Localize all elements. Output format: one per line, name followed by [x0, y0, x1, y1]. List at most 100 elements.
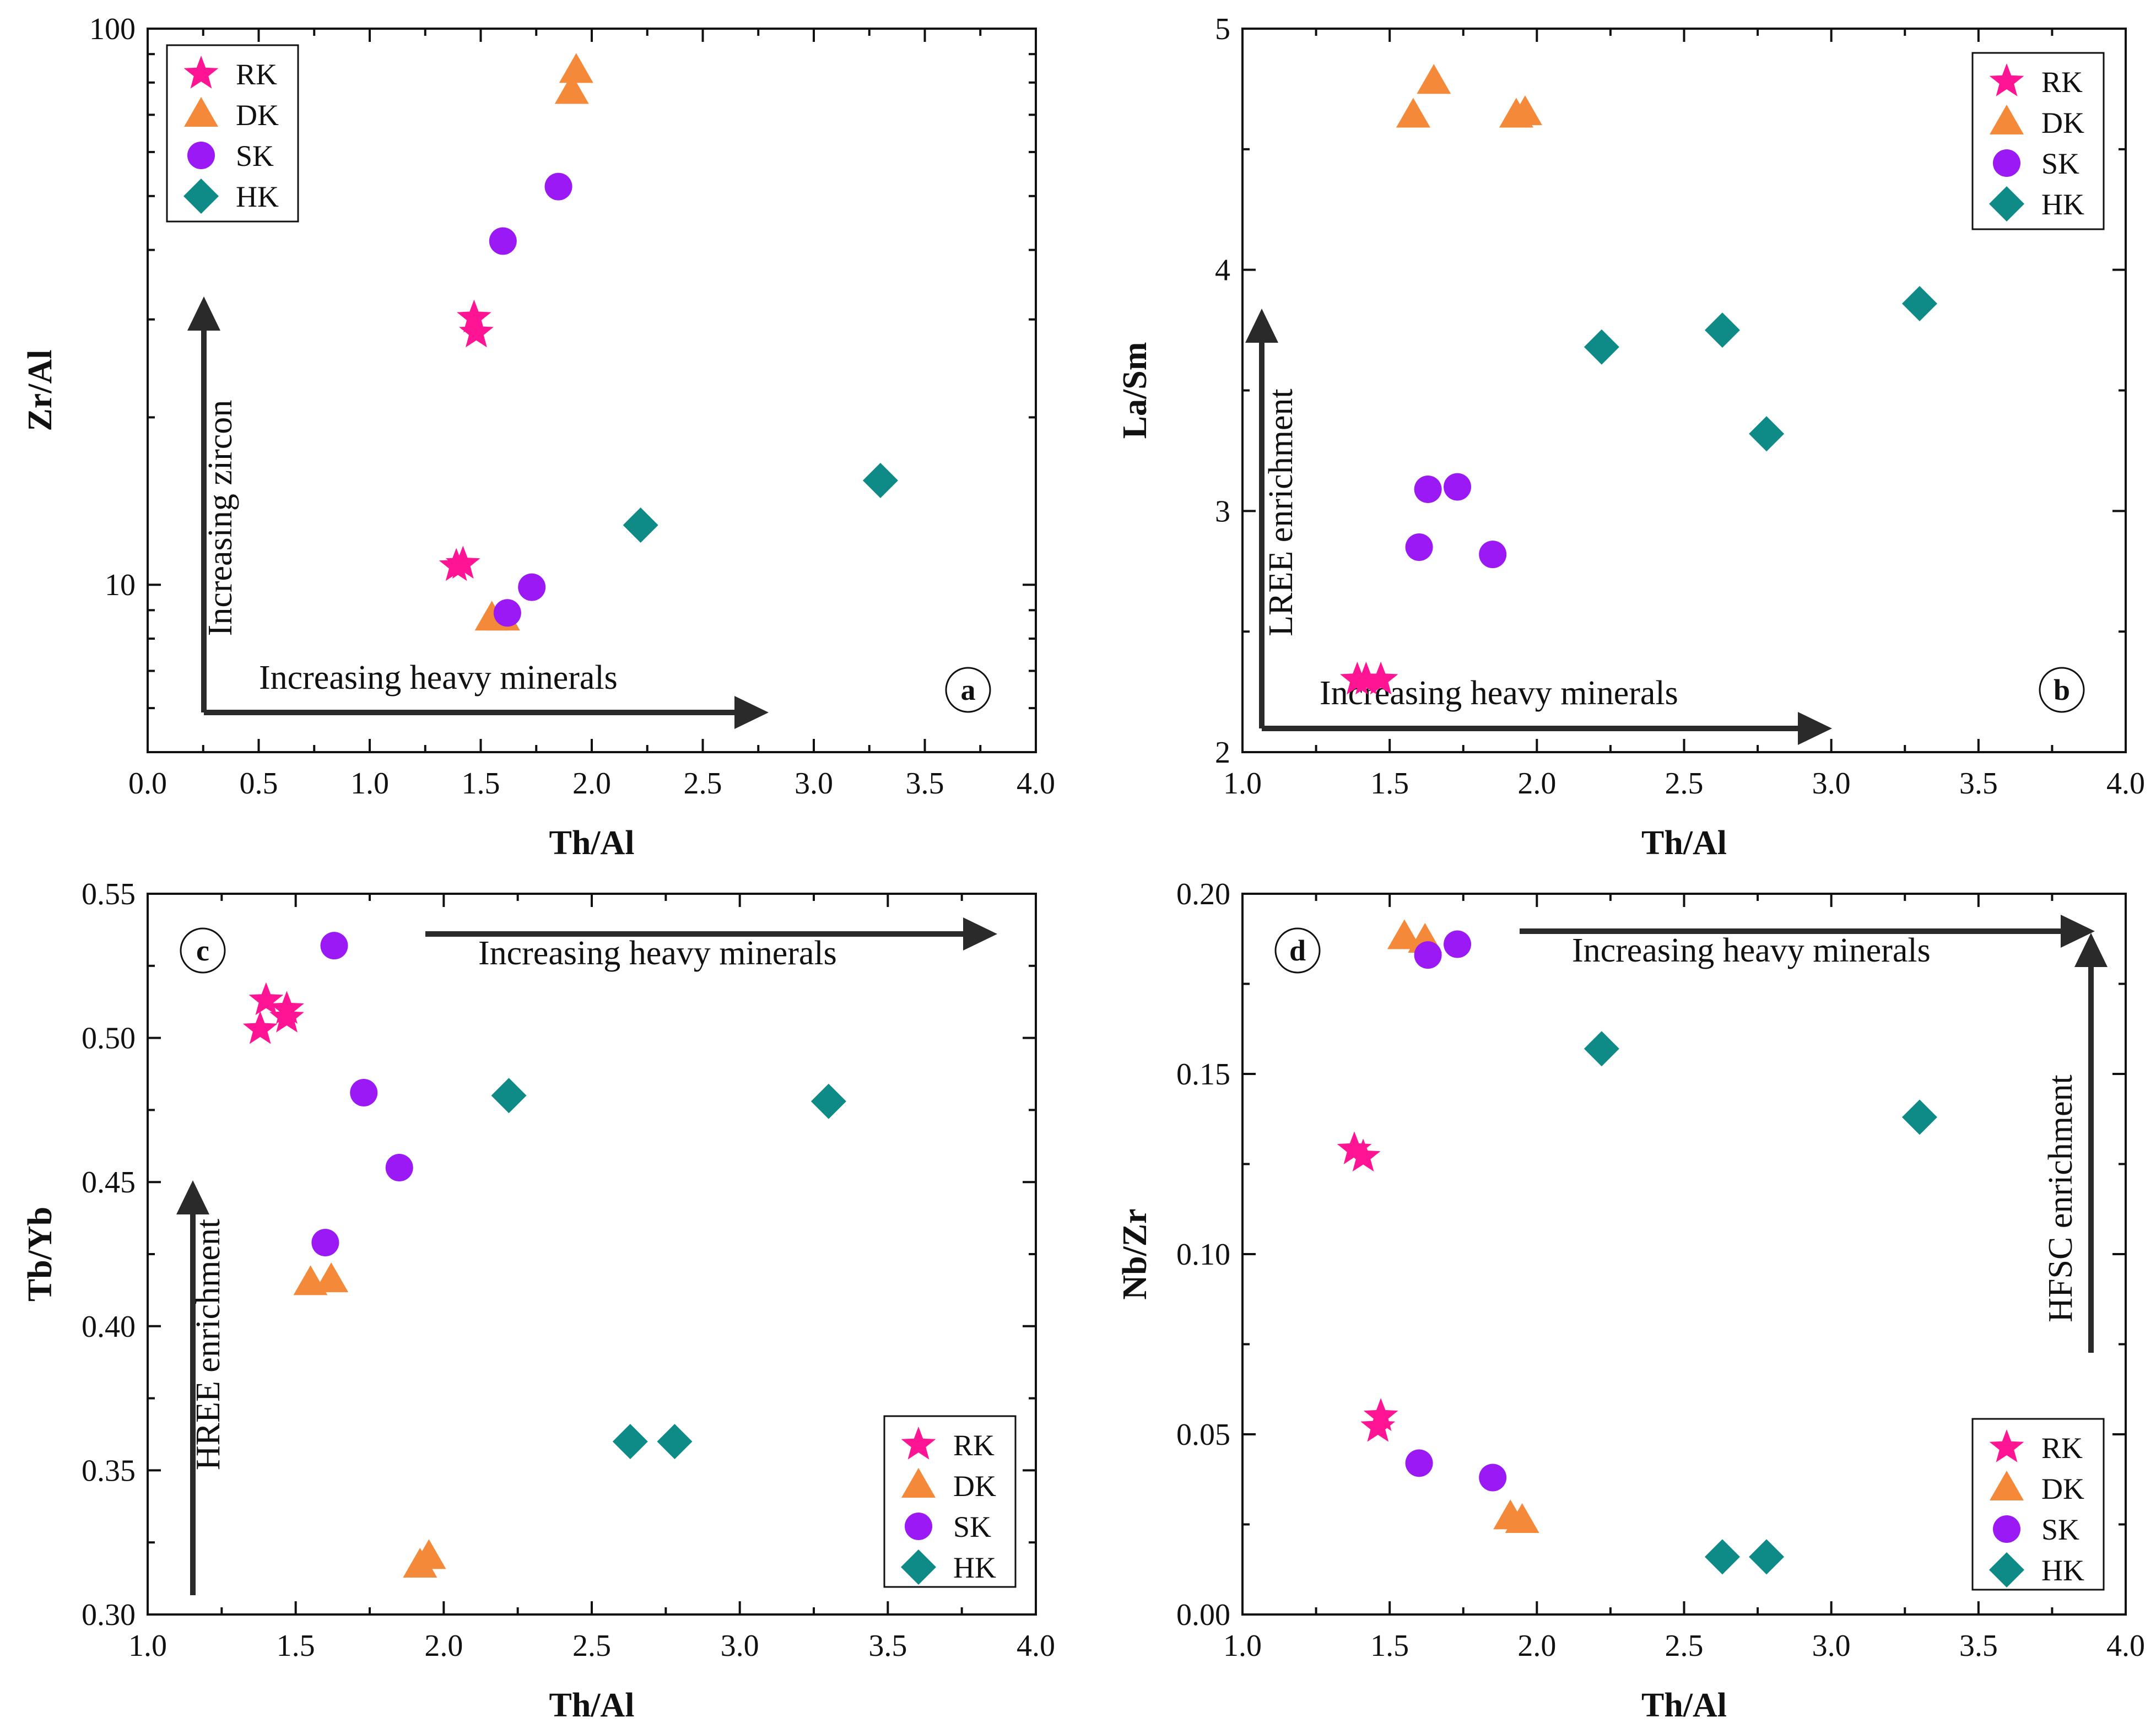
x-tick-label: 2.0: [424, 1629, 463, 1663]
series-RK: [1340, 661, 1398, 695]
y-tick-label: 10: [105, 568, 136, 602]
panel-c: 1.0 1.5 2.0 2.5 3.0 3.5 4.0 0.30 0.35 0.40 0.45 0.5…: [21, 877, 1055, 1724]
legend-marker-dk: [901, 1468, 936, 1498]
panel-label-circle: [180, 927, 226, 974]
data-point-dk: [1387, 919, 1422, 949]
x-tick-label: 2.5: [1665, 1629, 1704, 1663]
heavy-minerals-arrow: [425, 917, 997, 951]
data-point-rk: [1363, 1398, 1398, 1431]
x-tick-label: 2.5: [1665, 766, 1704, 801]
data-point-dk: [403, 1548, 437, 1578]
enrichment-arrow: [187, 296, 220, 712]
heavy-minerals-arrow-head: [963, 917, 997, 951]
y-tick-label: 0.45: [82, 1165, 136, 1200]
enrichment-arrow: [1245, 309, 1278, 728]
data-point-dk: [559, 53, 593, 83]
data-point-hk: [1901, 285, 1937, 321]
series-SK: [311, 932, 413, 1257]
x-tick-label: 2.5: [684, 766, 722, 801]
legend-label-sk: SK: [953, 1510, 991, 1543]
data-point-rk: [1346, 1138, 1381, 1172]
x-tick-label: 1.5: [277, 1629, 315, 1663]
heavy-minerals-label: Increasing heavy minerals: [478, 935, 837, 972]
y-tick-label: 0.15: [1176, 1057, 1230, 1092]
x-axis-title: Th/Al: [549, 824, 634, 862]
heavy-minerals-label: Increasing heavy minerals: [259, 659, 618, 696]
series-HK: [1584, 1031, 1937, 1575]
data-point-rk: [459, 314, 494, 348]
enrichment-arrow: [2074, 933, 2108, 1353]
enrichment-arrow: [176, 1180, 209, 1595]
y-axis-title: La/Sm: [1116, 342, 1154, 439]
legend: RK DK SK HK: [1971, 52, 2105, 230]
data-point-sk: [1405, 1449, 1433, 1477]
panel-d: 1.0 1.5 2.0 2.5 3.0 3.5 4.0 0.00 0.05 0.10 0.15 0.2…: [1116, 877, 2145, 1724]
data-point-dk: [1507, 95, 1542, 126]
y-axis-title: Nb/Zr: [1116, 1208, 1154, 1299]
series-DK: [293, 1262, 446, 1578]
x-tick-label: 1.5: [1370, 766, 1409, 801]
legend-marker-rk: [183, 56, 219, 89]
legend-box: [1971, 1418, 2105, 1591]
x-tick-label: 1.5: [1370, 1629, 1409, 1663]
panel-label-text: c: [196, 934, 209, 967]
data-point-hk: [810, 1083, 846, 1119]
legend-label-dk: DK: [236, 99, 279, 132]
data-point-hk: [1704, 1539, 1740, 1575]
data-point-dk: [314, 1262, 349, 1293]
legend-label-sk: SK: [2041, 147, 2079, 180]
x-tick-label: 3.0: [721, 1629, 759, 1663]
data-point-hk: [1749, 416, 1785, 452]
data-point-rk: [248, 982, 284, 1016]
data-point-rk: [242, 1011, 278, 1044]
y-tick-label: 0.05: [1176, 1418, 1230, 1452]
legend-marker-hk: [183, 179, 219, 214]
x-tick-label: 2.5: [572, 1629, 611, 1663]
legend-label-rk: RK: [953, 1429, 995, 1462]
y-tick-label: 0.30: [82, 1598, 136, 1632]
legend: RK DK SK HK: [1971, 1418, 2105, 1591]
legend-label-rk: RK: [2041, 1432, 2083, 1465]
data-point-hk: [1749, 1539, 1785, 1575]
data-point-sk: [1444, 473, 1472, 501]
data-point-sk: [489, 227, 517, 255]
x-tick-label: 3.5: [868, 1629, 907, 1663]
data-point-hk: [1901, 1099, 1937, 1135]
legend-box: [883, 1415, 1017, 1588]
x-tick-label: 1.5: [462, 766, 500, 801]
panel-label-text: a: [961, 673, 976, 706]
enrichment-arrow-head: [2074, 933, 2108, 967]
data-point-hk: [623, 507, 658, 543]
series-HK: [623, 462, 898, 543]
y-tick-label: 0.10: [1176, 1238, 1230, 1272]
x-tick-label: 4.0: [2106, 1629, 2145, 1663]
x-tick-label: 1.0: [128, 1629, 167, 1663]
data-point-rk: [269, 1000, 304, 1033]
series-RK: [242, 982, 304, 1044]
legend-marker-sk: [1993, 149, 2020, 177]
data-point-sk: [1444, 930, 1472, 958]
data-point-rk: [1349, 661, 1384, 695]
data-point-sk: [493, 599, 521, 627]
y-tick-label: 0.00: [1176, 1598, 1230, 1632]
y-axis-title: Tb/Yb: [21, 1207, 59, 1302]
series-SK: [1405, 473, 1507, 569]
x-tick-label: 3.0: [1812, 1629, 1851, 1663]
legend-label-sk: SK: [236, 139, 274, 172]
x-tick-label: 1.0: [350, 766, 389, 801]
data-point-hk: [1704, 312, 1740, 348]
series-SK: [489, 172, 572, 627]
data-point-sk: [544, 172, 572, 201]
legend-marker-hk: [901, 1549, 936, 1585]
heavy-minerals-arrow-head: [1798, 712, 1832, 745]
series-SK: [1405, 930, 1507, 1492]
data-point-sk: [350, 1079, 378, 1107]
x-tick-label: 3.0: [1812, 766, 1851, 801]
y-tick-label: 3: [1215, 494, 1230, 528]
legend-marker-rk: [1989, 63, 2024, 96]
data-point-rk: [1363, 661, 1398, 695]
series-HK: [491, 1078, 846, 1460]
legend-marker-sk: [905, 1513, 932, 1540]
y-tick-label: 0.55: [82, 877, 136, 911]
